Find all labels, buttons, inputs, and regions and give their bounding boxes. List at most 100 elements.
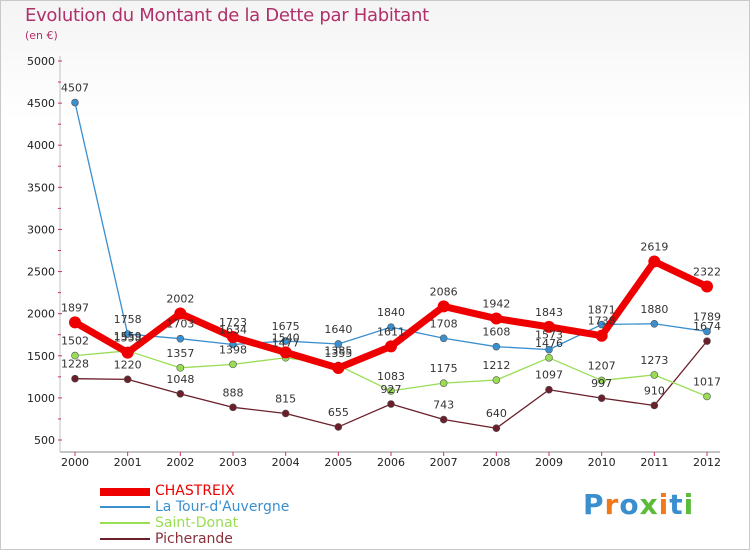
- data-label: 1017: [693, 375, 721, 388]
- data-point: [703, 327, 711, 336]
- proxiti-logo: Proxiti: [583, 488, 694, 521]
- x-tick-label: 2007: [430, 456, 458, 469]
- legend-swatch-chastreix: [100, 488, 150, 496]
- data-point: [597, 376, 606, 385]
- data-point: [597, 394, 606, 402]
- data-point: [227, 330, 239, 343]
- data-label: 1355: [324, 347, 352, 360]
- data-point: [492, 376, 501, 384]
- data-point: [545, 345, 553, 354]
- legend-label: Picherande: [155, 531, 233, 547]
- data-label: 1477: [272, 337, 300, 350]
- data-label: 1228: [61, 358, 89, 371]
- y-tick-label: 1500: [27, 350, 55, 363]
- data-label: 1207: [588, 359, 616, 372]
- data-point: [176, 390, 185, 398]
- data-label: 1871: [588, 304, 616, 317]
- data-label: 927: [381, 383, 402, 396]
- data-label: 1048: [166, 373, 194, 386]
- data-label: 1357: [166, 347, 194, 360]
- data-label: 655: [328, 406, 349, 419]
- data-point: [123, 375, 132, 384]
- data-label: 888: [223, 386, 244, 399]
- y-tick-label: 5000: [27, 55, 55, 68]
- data-label: 1083: [377, 370, 405, 383]
- data-point: [439, 415, 448, 424]
- data-label: 1843: [535, 306, 563, 319]
- x-tick-label: 2001: [114, 456, 142, 469]
- data-label: 1634: [219, 323, 247, 336]
- data-label: 1675: [272, 320, 300, 333]
- data-point: [437, 300, 450, 313]
- x-tick-label: 2005: [324, 456, 352, 469]
- data-label: 1502: [61, 335, 89, 348]
- data-label: 1559: [114, 330, 142, 343]
- data-point: [703, 392, 711, 401]
- x-tick-label: 2002: [166, 456, 194, 469]
- legend-swatch-saint-donat: [100, 522, 150, 524]
- data-point: [71, 374, 79, 383]
- y-tick-label: 1000: [27, 392, 55, 405]
- x-tick-label: 2011: [640, 456, 668, 469]
- data-label: 640: [486, 407, 507, 420]
- data-point: [332, 361, 345, 374]
- x-tick-label: 2008: [482, 456, 510, 469]
- data-point: [492, 342, 501, 351]
- data-point: [174, 307, 187, 320]
- logo-letter: x: [639, 488, 659, 521]
- y-tick-label: 2500: [27, 266, 55, 279]
- data-point: [703, 337, 711, 345]
- data-point: [439, 334, 448, 343]
- data-label: 2619: [640, 241, 668, 254]
- data-point: [334, 423, 343, 431]
- data-label: 1573: [535, 329, 563, 342]
- data-point: [387, 323, 395, 331]
- logo-letter: i: [658, 488, 670, 521]
- x-tick-label: 2000: [61, 456, 89, 469]
- data-point: [597, 320, 606, 329]
- data-label: 1840: [377, 306, 405, 319]
- data-label: 1703: [166, 318, 194, 331]
- data-point: [281, 409, 290, 418]
- data-point: [279, 346, 292, 359]
- data-point: [176, 364, 185, 372]
- y-tick-label: 3000: [27, 223, 55, 236]
- data-point: [385, 340, 397, 353]
- data-label: 1674: [693, 320, 721, 333]
- data-point: [439, 379, 448, 387]
- data-point: [648, 255, 661, 268]
- data-label: 1738: [588, 315, 616, 328]
- data-point: [281, 337, 290, 345]
- x-tick-label: 2009: [535, 456, 563, 469]
- chart-title: Evolution du Montant de la Dette par Hab…: [25, 5, 429, 26]
- data-label: 815: [275, 392, 296, 405]
- data-point: [123, 330, 132, 338]
- data-label: 1640: [324, 323, 352, 336]
- data-label: 1220: [114, 358, 142, 371]
- data-point: [595, 329, 608, 342]
- legend-label: La Tour-d'Auvergne: [155, 499, 290, 515]
- x-tick-label: 2004: [272, 456, 300, 469]
- data-point: [701, 280, 713, 293]
- data-point: [334, 340, 343, 348]
- x-tick-label: 2006: [377, 456, 405, 469]
- data-point: [176, 334, 185, 343]
- logo-letter: r: [604, 488, 620, 521]
- data-point: [650, 371, 659, 379]
- data-point: [650, 319, 659, 328]
- data-label: 997: [591, 377, 612, 390]
- data-label: 2322: [693, 266, 721, 279]
- data-label: 1097: [535, 369, 563, 382]
- logo-letter: t: [669, 488, 684, 521]
- data-label: 1540: [272, 331, 300, 344]
- legend-swatch-picherande: [100, 538, 150, 540]
- y-tick-label: 3500: [27, 181, 55, 194]
- y-tick-label: 4000: [27, 139, 55, 152]
- data-point: [387, 400, 395, 408]
- data-point: [121, 346, 134, 359]
- y-tick-label: 2000: [27, 308, 55, 321]
- data-point: [543, 320, 555, 333]
- data-point: [69, 316, 81, 329]
